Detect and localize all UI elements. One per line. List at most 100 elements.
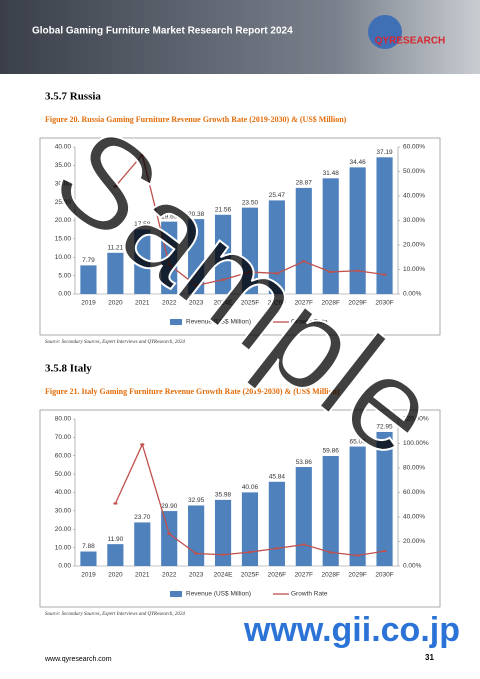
page-number: 31 <box>425 653 434 662</box>
x-tick-label: 2030F <box>375 572 393 579</box>
x-tick-label: 2029F <box>348 300 366 307</box>
x-tick-label: 2026F <box>268 300 286 307</box>
y-tick-label: 35.00 <box>55 162 72 169</box>
value-label: 7.88 <box>82 543 95 550</box>
source-note: Source: Secondary Sources, Expert Interv… <box>45 340 185 345</box>
header-title: Global Gaming Furniture Market Research … <box>32 26 293 37</box>
value-label: 7.79 <box>82 257 95 264</box>
bar <box>214 499 232 566</box>
bar <box>376 431 393 566</box>
bar <box>268 481 285 566</box>
y-tick-label: 70.00 <box>55 434 72 441</box>
y-tick-label: 20.00 <box>55 217 72 224</box>
chart-frame <box>39 137 441 336</box>
value-label: 31.48 <box>323 170 340 177</box>
bar <box>268 200 285 294</box>
value-label: 45.84 <box>269 473 286 480</box>
value-label: 23.50 <box>242 199 259 206</box>
y-tick-label: 0.00 <box>58 291 71 298</box>
legend-label: Growth Rate <box>291 319 328 326</box>
y2-tick-label: 20.00% <box>403 242 425 249</box>
y-tick-label: 50.00 <box>55 471 72 478</box>
figure-title: Figure 21. Italy Gaming Furniture Revenu… <box>45 387 340 396</box>
growth-marker <box>274 547 279 550</box>
y2-tick-label: 0.00% <box>403 563 422 570</box>
growth-marker <box>113 185 118 188</box>
growth-marker <box>194 552 199 555</box>
x-tick-label: 2029F <box>348 572 366 579</box>
value-label: 65.00 <box>349 438 366 445</box>
x-tick-label: 2023 <box>189 572 204 579</box>
y2-tick-label: 30.00% <box>403 217 425 224</box>
growth-marker <box>328 270 333 273</box>
value-label: 17.58 <box>134 221 151 228</box>
bar <box>161 511 178 566</box>
y-tick-label: 25.00 <box>55 199 72 206</box>
bar <box>188 505 205 566</box>
value-label: 20.38 <box>188 211 205 218</box>
legend-label: Revenue (US$ Million) <box>186 591 251 598</box>
y2-tick-label: 50.00% <box>403 168 425 175</box>
y2-tick-label: 20.00% <box>403 538 425 545</box>
y2-tick-label: 60.00% <box>403 144 425 151</box>
x-tick-label: 2023 <box>189 300 204 307</box>
bar <box>349 446 366 566</box>
x-tick-label: 2019 <box>81 572 96 579</box>
x-tick-label: 2025F <box>241 572 259 579</box>
value-label: 40.06 <box>242 484 259 491</box>
y2-tick-label: 10.00% <box>403 266 425 273</box>
x-tick-label: 2027F <box>295 300 313 307</box>
growth-marker <box>247 270 252 273</box>
value-label: 11.90 <box>107 536 123 543</box>
value-label: 21.56 <box>215 206 232 213</box>
logo-text: QYRESEARCH <box>375 36 446 47</box>
y2-tick-label: 80.00% <box>403 465 425 472</box>
legend-label: Growth Rate <box>291 591 328 598</box>
growth-marker <box>194 284 199 287</box>
bar <box>134 229 151 294</box>
growth-marker <box>221 553 226 556</box>
growth-marker <box>382 273 387 276</box>
value-label: 25.47 <box>269 192 286 199</box>
growth-marker <box>221 278 226 281</box>
x-tick-label: 2026F <box>268 572 286 579</box>
y-tick-label: 30.00 <box>55 508 72 515</box>
value-label: 72.95 <box>376 424 393 431</box>
y-tick-label: 5.00 <box>58 272 71 279</box>
chart-frame <box>39 409 441 608</box>
y-tick-label: 0.00 <box>58 563 71 570</box>
figure-title: Figure 20. Russia Gaming Furniture Reven… <box>45 115 347 124</box>
charts: 0.00 5.00 10.00 15.00 20.00 25.00 30.00 35.00 40… <box>39 137 441 608</box>
growth-marker <box>167 263 172 266</box>
value-label: 19.69 <box>161 213 178 220</box>
growth-marker <box>328 551 333 554</box>
growth-marker <box>301 543 306 546</box>
section-heading: 3.5.8 Italy <box>45 363 92 375</box>
value-label: 28.87 <box>296 180 313 187</box>
value-label: 37.19 <box>376 149 393 156</box>
logo-globe <box>368 15 402 49</box>
value-label: 32.95 <box>188 497 205 504</box>
x-tick-label: 2021 <box>135 300 150 307</box>
bar <box>134 522 151 566</box>
bar <box>107 252 124 294</box>
y-tick-label: 40.00 <box>55 489 72 496</box>
source-note: Source: Secondary Sources, Expert Interv… <box>45 612 185 617</box>
x-tick-label: 2022 <box>162 572 177 579</box>
y-tick-label: 20.00 <box>55 526 72 533</box>
x-tick-label: 2024E <box>214 572 233 579</box>
y-tick-label: 80.00 <box>55 416 72 423</box>
bar <box>322 178 339 294</box>
y2-tick-label: 100.00% <box>403 440 429 447</box>
growth-marker <box>355 269 360 272</box>
growth-marker <box>167 532 172 535</box>
value-label: 29.90 <box>161 503 178 510</box>
x-tick-label: 2025F <box>241 300 259 307</box>
y-tick-label: 10.00 <box>55 254 72 261</box>
value-label: 35.98 <box>215 492 232 499</box>
x-tick-label: 2030F <box>375 300 393 307</box>
value-label: 34.46 <box>349 159 366 166</box>
bar <box>214 214 232 294</box>
y-tick-label: 60.00 <box>55 452 72 459</box>
